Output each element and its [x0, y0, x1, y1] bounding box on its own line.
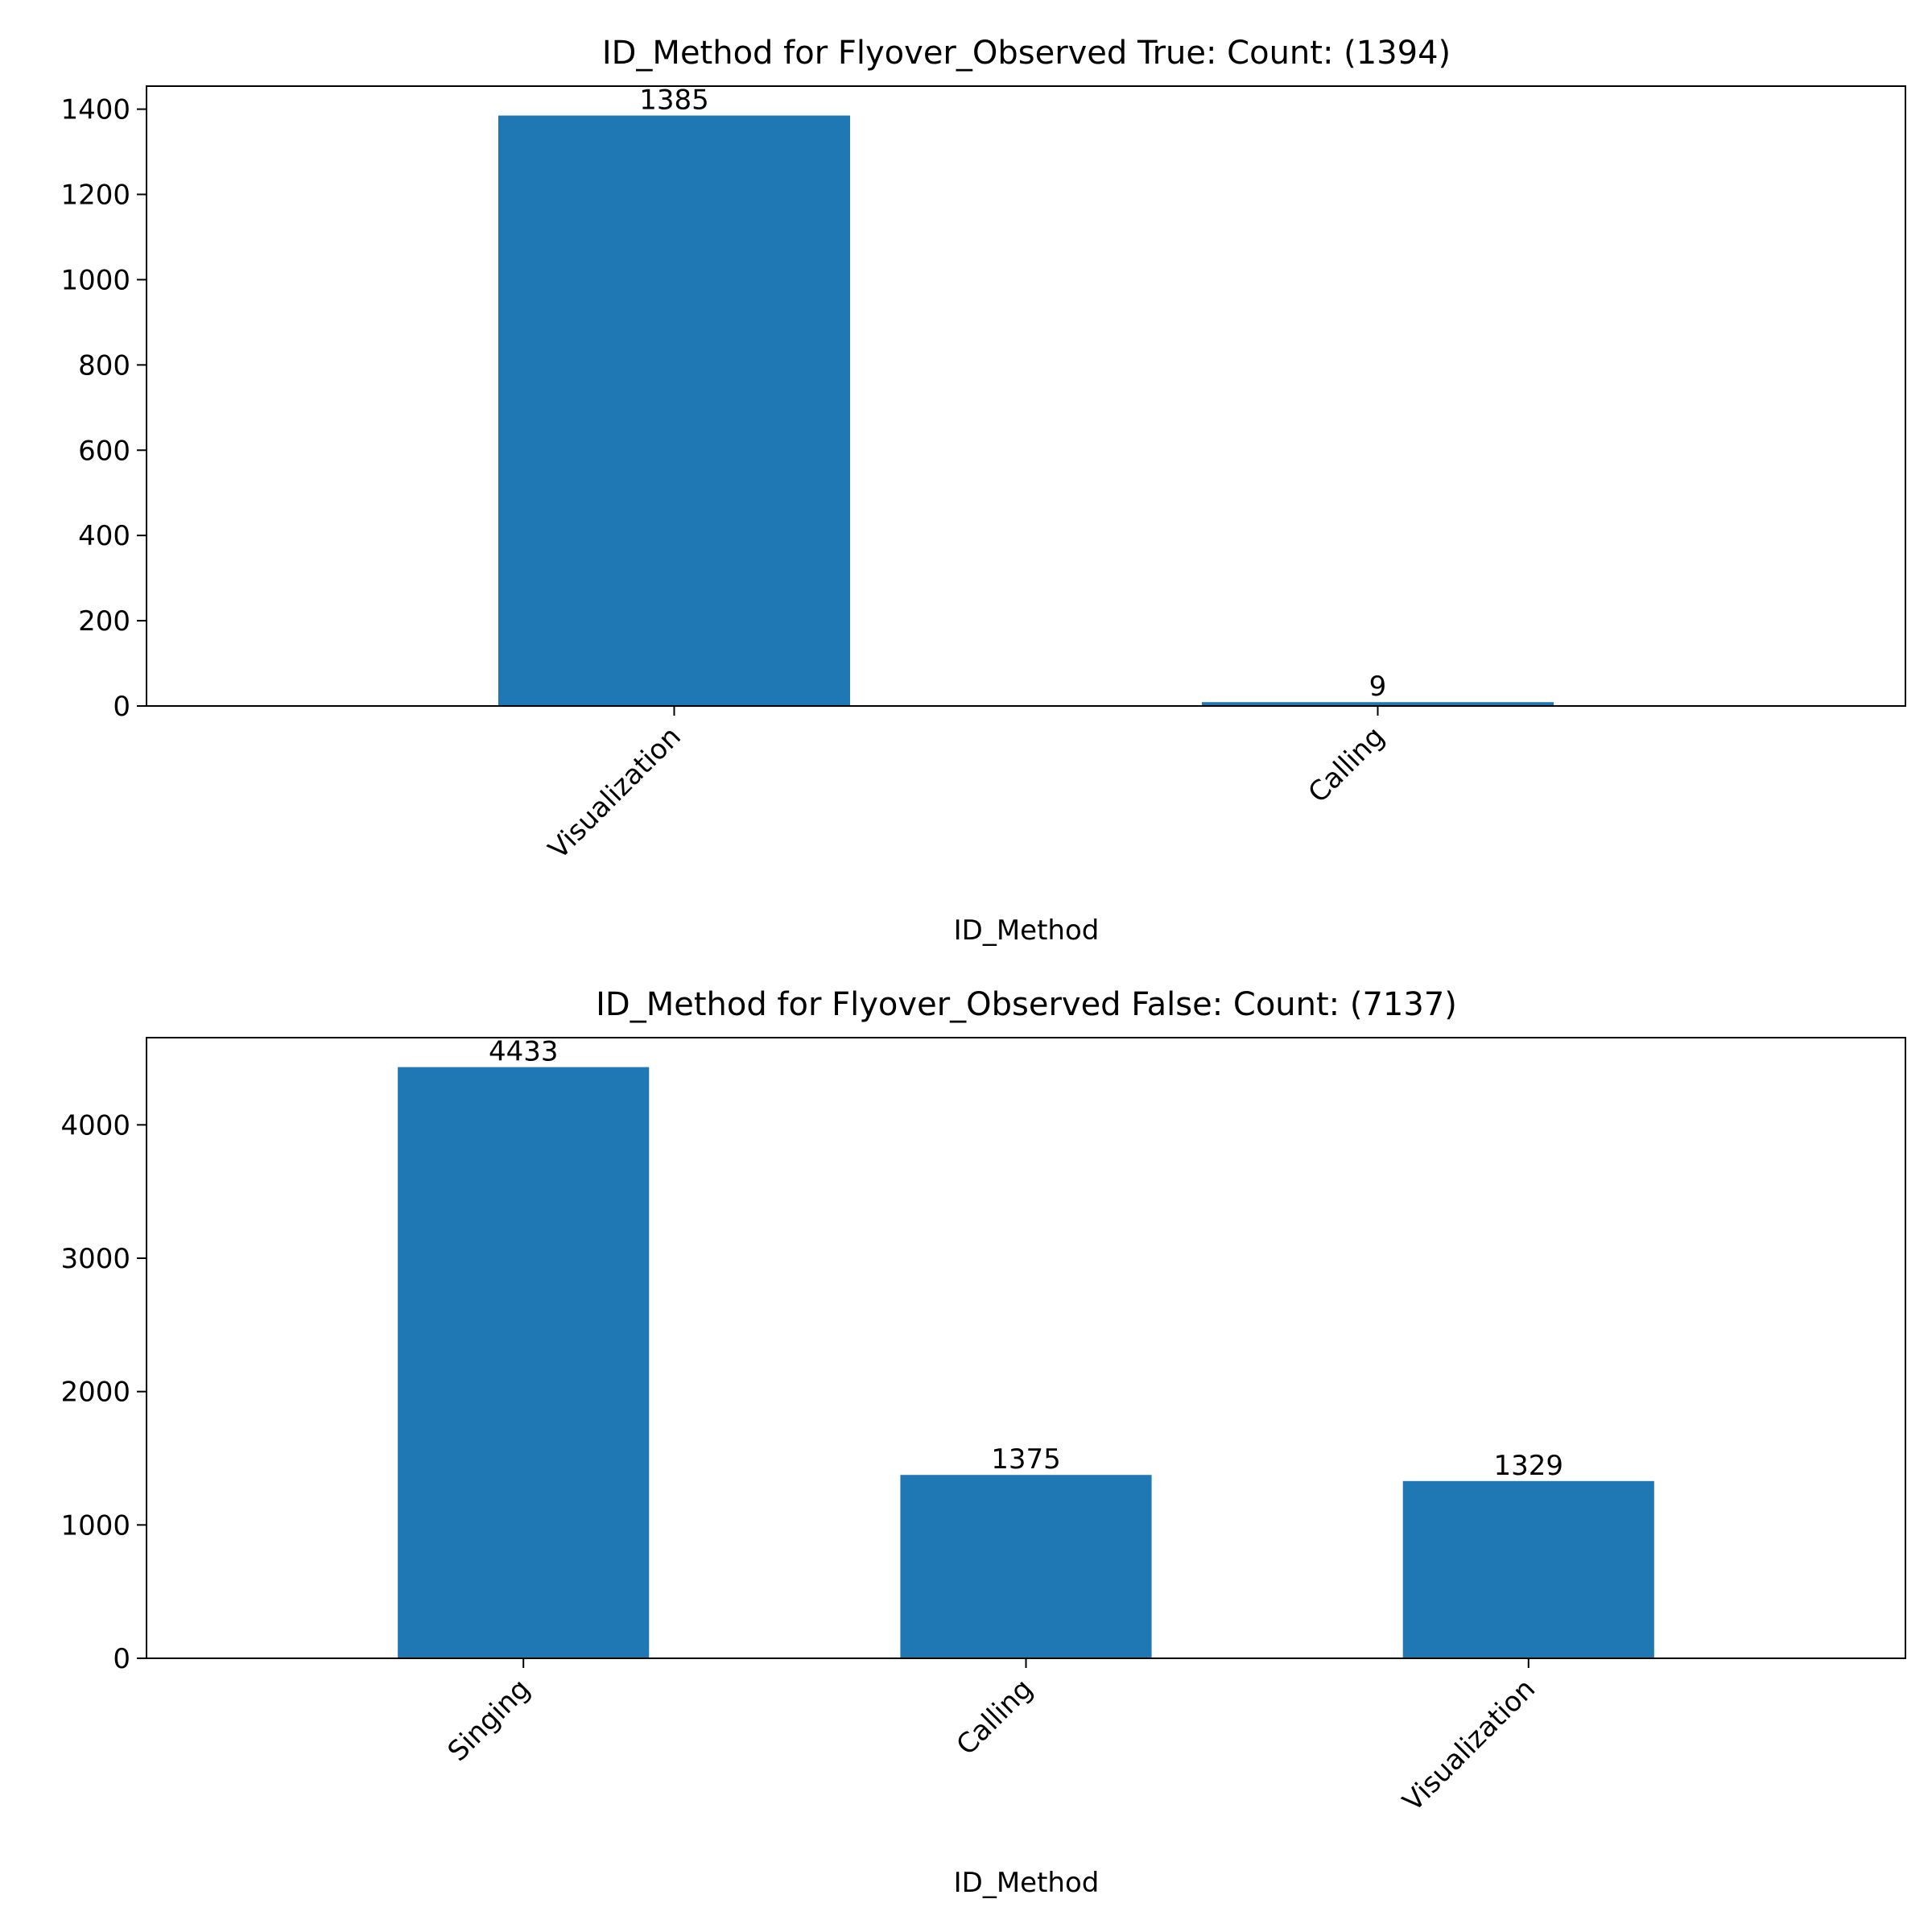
y-tick-label: 1400 [60, 94, 130, 126]
chart-title: ID_Method for Flyover_Observed True: Cou… [602, 35, 1451, 72]
bar-calling [900, 1475, 1152, 1658]
bar-calling [1202, 702, 1554, 706]
plot-frame [146, 85, 1906, 707]
bar-singing [398, 1067, 650, 1658]
y-tick-label: 1200 [60, 180, 130, 212]
data-label: 1329 [1494, 1450, 1564, 1482]
x-axis-label: ID_Method [954, 914, 1100, 947]
y-tick-label: 3000 [60, 1243, 130, 1275]
plot-frame [146, 1037, 1906, 1659]
y-tick-label: 1000 [60, 264, 130, 296]
y-tick-label: 2000 [60, 1377, 130, 1409]
data-label: 9 [1369, 671, 1387, 703]
data-label: 4433 [489, 1036, 559, 1068]
y-tick-label: 0 [113, 1643, 130, 1675]
y-tick-label: 200 [78, 605, 130, 638]
y-tick-label: 1000 [60, 1509, 130, 1542]
chart-title: ID_Method for Flyover_Observed False: Co… [596, 986, 1457, 1023]
x-axis-label: ID_Method [954, 1867, 1100, 1899]
data-label: 1375 [991, 1443, 1061, 1476]
y-tick-label: 4000 [60, 1109, 130, 1141]
y-tick-label: 800 [78, 349, 130, 382]
y-tick-label: 0 [113, 691, 130, 723]
y-tick-label: 600 [78, 435, 130, 467]
y-tick-label: 400 [78, 520, 130, 552]
bar-visualization [498, 115, 850, 707]
data-label: 1385 [639, 85, 709, 117]
bar-visualization [1402, 1480, 1654, 1658]
chart-bottom: ID_Method for Flyover_Observed False: Co… [60, 986, 1906, 1899]
